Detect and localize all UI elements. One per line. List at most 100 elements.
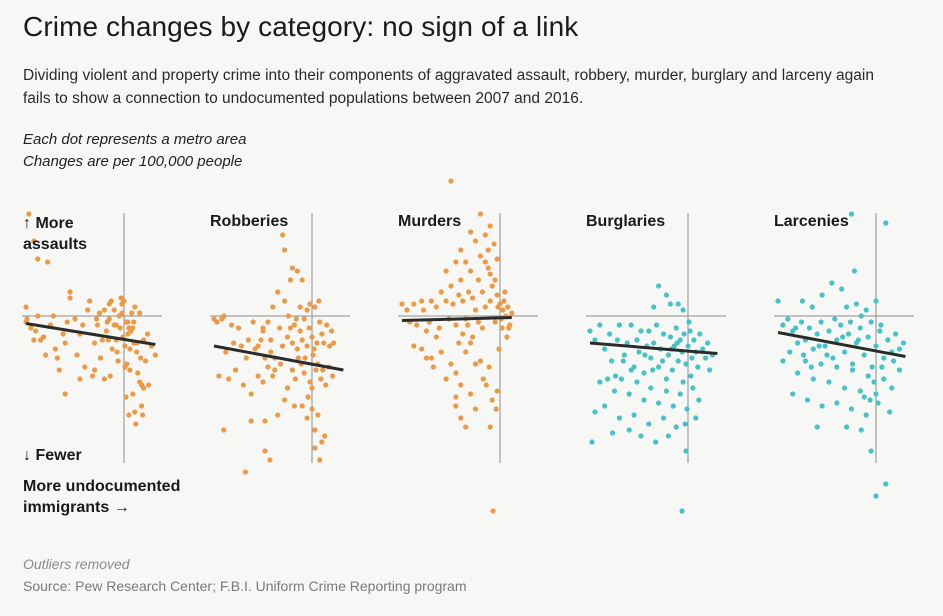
panel-1-point: [282, 247, 288, 253]
panel-3-point: [679, 508, 685, 514]
panel-2-point: [496, 346, 502, 352]
panel-3-point: [641, 370, 647, 376]
panel-0-point: [133, 421, 139, 427]
panel-3-point: [609, 358, 615, 364]
panel-2-point: [448, 178, 454, 184]
panel-2-point: [448, 361, 454, 367]
panel-3-point: [636, 349, 642, 355]
panel-3-point: [648, 385, 654, 391]
panel-1-point: [287, 277, 293, 283]
panel-2-point: [468, 391, 474, 397]
panel-4-point: [826, 379, 832, 385]
panel-0-point: [118, 295, 124, 301]
panel-2-point: [421, 307, 427, 313]
panel-4-point: [839, 286, 845, 292]
panel-0-point: [85, 307, 91, 313]
panel-1-point: [268, 349, 274, 355]
panel-0-point: [123, 394, 129, 400]
panel-4-point: [819, 292, 825, 298]
panel-4-point: [842, 385, 848, 391]
panel-1-point: [329, 328, 335, 334]
panel-4-point: [826, 328, 832, 334]
page-subtitle: Dividing violent and property crime into…: [23, 67, 874, 107]
panel-3-point: [592, 409, 598, 415]
panel-3-point: [703, 355, 709, 361]
panel-3-point: [614, 337, 621, 343]
panel-4-point: [832, 316, 838, 322]
panel-0-point: [94, 316, 100, 322]
panel-1-point: [270, 373, 276, 379]
panel-0-point: [143, 358, 149, 364]
panel-2-point: [492, 277, 498, 283]
panel-1-point: [226, 376, 232, 382]
panel-2-point: [453, 322, 459, 328]
panel-3-point: [650, 367, 656, 373]
panel-0-point: [132, 304, 138, 310]
panel-4-point: [785, 316, 791, 322]
panel-4-point: [861, 352, 867, 358]
panel-3-point: [621, 352, 627, 358]
panel-1-point: [323, 382, 329, 388]
panel-0-point: [35, 256, 41, 262]
panel-0-point: [111, 307, 117, 313]
y-axis-bottom-label: ↓ Fewer: [23, 447, 82, 464]
panel-0-point: [74, 352, 80, 358]
panel-2-point: [472, 361, 479, 367]
panel-0-point: [152, 352, 158, 358]
panel-2-point: [480, 376, 486, 382]
panel-1-point: [317, 319, 323, 325]
panel-3-point: [683, 361, 689, 367]
panel-1-point: [309, 334, 315, 340]
panel-0-point: [132, 409, 138, 415]
panel-0-point: [119, 310, 125, 316]
panel-3-point: [597, 379, 603, 385]
panel-1-point: [229, 322, 235, 328]
panel-2-point: [470, 295, 476, 301]
panel-4-point: [871, 379, 877, 385]
panel-3-point: [646, 421, 652, 427]
panel-1-point: [216, 373, 222, 379]
panel-0-point: [99, 337, 105, 343]
panel-0-point: [96, 310, 103, 316]
panel-title-robberies: Robberies: [210, 213, 289, 230]
panel-0-point: [137, 310, 143, 316]
panel-1-point: [307, 379, 313, 385]
panel-4-point: [881, 376, 887, 382]
panel-0-point: [28, 325, 34, 331]
panel-4-point: [830, 355, 836, 361]
panel-0-point: [82, 364, 88, 370]
panel-3-point: [663, 388, 670, 394]
panel-0-point: [139, 403, 145, 409]
panel-2-point: [428, 298, 434, 304]
panel-2-point: [482, 232, 488, 238]
panel-1-point: [330, 373, 336, 379]
panel-4-point: [834, 364, 840, 370]
panel-2-point: [490, 508, 496, 514]
panel-2-point: [438, 289, 444, 295]
panel-3-point: [680, 307, 686, 313]
panel-1-point: [309, 406, 315, 412]
panel-0-point: [129, 310, 135, 316]
panel-1-point: [312, 445, 318, 451]
panel-3-point: [693, 415, 699, 421]
panel-1-point: [272, 367, 278, 373]
panel-0-point: [127, 367, 133, 373]
panel-4-point: [809, 304, 815, 310]
x-axis-label-line2: immigrants →: [23, 499, 130, 516]
panel-1-point: [255, 373, 261, 379]
panel-4-point: [814, 424, 820, 430]
panel-1-point: [238, 343, 244, 349]
panel-0-point: [141, 385, 147, 391]
panel-3-point: [691, 337, 697, 343]
panel-2-point: [433, 304, 439, 310]
panel-2-point: [475, 319, 481, 325]
panel-0-point: [35, 313, 41, 319]
panel-4-point: [806, 325, 813, 331]
panel-2-point: [423, 328, 430, 334]
panel-4-point: [887, 409, 893, 415]
panel-1-point: [297, 304, 303, 310]
panel-1-point: [299, 277, 305, 283]
note-units: Changes are per 100,000 people: [23, 153, 243, 170]
panel-1-point: [223, 349, 229, 355]
